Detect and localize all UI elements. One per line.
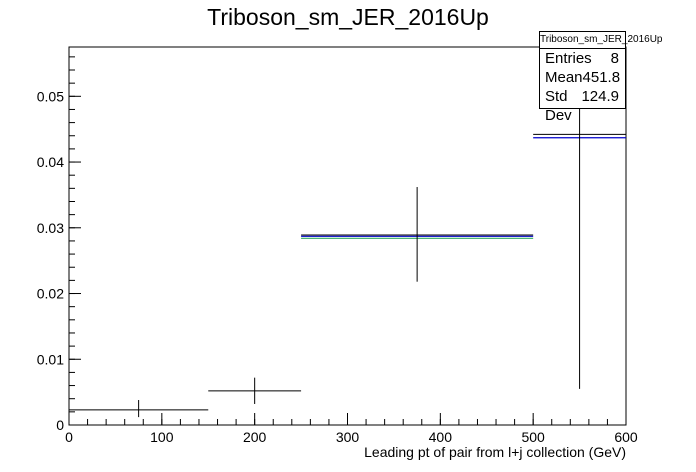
stats-value-stddev: 124.9 <box>581 88 619 105</box>
x-tick-label: 300 <box>336 429 360 445</box>
y-axis: 0 0.01 0.02 0.03 0.04 0.05 <box>37 56 81 433</box>
stats-label-entries: Entries <box>545 50 592 67</box>
stats-value-entries: 8 <box>610 50 619 67</box>
stats-value-mean: 451.8 <box>582 69 621 86</box>
y-tick-label: 0.02 <box>37 286 64 302</box>
x-axis: 0 100 200 300 400 500 600 <box>65 413 638 445</box>
stats-row-stddev: Std Dev 124.9 <box>540 87 625 125</box>
x-tick-label: 200 <box>243 429 267 445</box>
stats-title: Triboson_sm_JER_2016Up <box>540 32 662 49</box>
stats-label-stddev: Std Dev <box>545 88 572 124</box>
overlay-series <box>301 137 626 239</box>
x-tick-label: 100 <box>150 429 174 445</box>
stats-row-entries: Entries 8 <box>540 49 625 68</box>
stats-box: Triboson_sm_JER_2016Up Entries 8 Mean 45… <box>539 31 662 124</box>
stats-row-mean: Mean 451.8 <box>540 68 625 87</box>
x-tick-label: 0 <box>65 429 73 445</box>
y-tick-label: 0.05 <box>37 88 64 104</box>
x-axis-label: Leading pt of pair from l+j collection (… <box>364 444 626 460</box>
x-tick-label: 400 <box>429 429 453 445</box>
x-tick-label: 500 <box>521 429 545 445</box>
y-tick-label: 0.03 <box>37 220 64 236</box>
y-tick-label: 0.01 <box>37 351 64 367</box>
y-tick-label: 0 <box>56 417 64 433</box>
chart-title: Triboson_sm_JER_2016Up <box>207 4 489 30</box>
x-tick-label: 600 <box>614 429 638 445</box>
stats-label-mean: Mean <box>545 69 583 86</box>
y-tick-label: 0.04 <box>37 154 64 170</box>
